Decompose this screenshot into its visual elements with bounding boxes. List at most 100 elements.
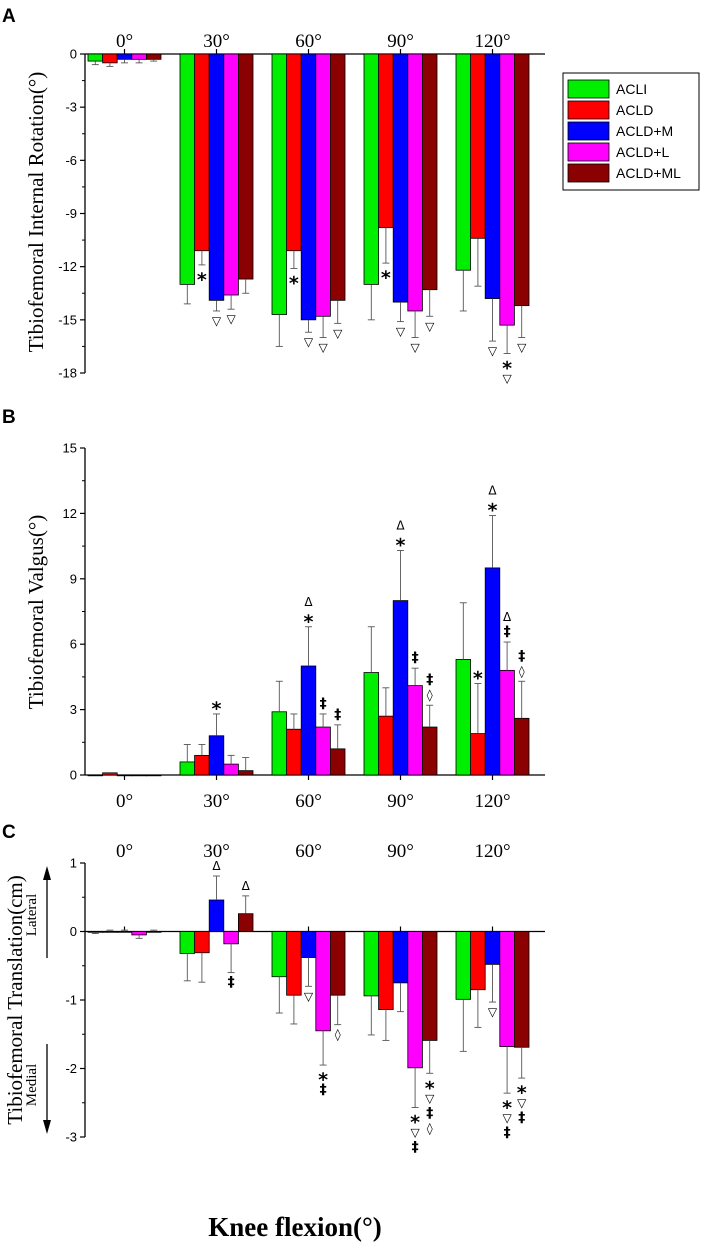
category-label: 120° xyxy=(474,31,510,52)
category-label: 120° xyxy=(474,841,510,862)
significance-marker: * xyxy=(318,1069,328,1091)
bar xyxy=(499,53,515,326)
y-tick-label: 0 xyxy=(70,924,77,939)
legend-swatch xyxy=(567,163,610,183)
significance-marker: ‡ xyxy=(426,672,433,688)
bar xyxy=(315,53,331,317)
significance-marker: ‡ xyxy=(504,1125,511,1141)
bar xyxy=(87,53,104,62)
bar xyxy=(286,728,302,776)
bar xyxy=(131,53,147,60)
significance-marker: * xyxy=(473,667,483,689)
bar xyxy=(223,763,239,776)
bar xyxy=(392,600,409,776)
significance-marker: ‡ xyxy=(518,648,525,664)
bar xyxy=(455,931,472,1000)
y-tick-label: 6 xyxy=(70,637,77,652)
significance-marker: * xyxy=(289,272,299,294)
bar xyxy=(315,931,331,1032)
bar xyxy=(470,931,486,991)
significance-marker: ▽ xyxy=(425,319,435,333)
y-tick-label: 3 xyxy=(70,702,77,717)
bar xyxy=(300,53,317,321)
category-label: 90° xyxy=(387,841,414,862)
bar xyxy=(499,931,515,1047)
bar xyxy=(286,931,302,996)
bar xyxy=(131,774,147,777)
y-axis-title: Tibiofemoral Translation(cm) xyxy=(3,875,27,1124)
legend-swatch xyxy=(567,121,610,141)
category-label: 0° xyxy=(116,841,133,862)
legend-label: ACLD+M xyxy=(616,123,673,139)
bar xyxy=(223,931,239,945)
bar xyxy=(392,931,409,984)
significance-marker: * xyxy=(425,1077,435,1099)
bar xyxy=(223,53,239,296)
significance-marker: ◊ xyxy=(427,1121,433,1135)
bar xyxy=(421,726,438,776)
y-tick-label: -2 xyxy=(65,1061,77,1076)
bar xyxy=(421,53,438,291)
medial-label: Medial xyxy=(24,1064,40,1107)
significance-marker: ‡ xyxy=(426,1105,433,1121)
significance-marker: ▽ xyxy=(502,1111,512,1125)
significance-marker: ▽ xyxy=(212,314,222,328)
bar xyxy=(363,53,380,285)
significance-marker: ‡ xyxy=(412,1140,419,1156)
significance-marker: ▽ xyxy=(425,1091,435,1105)
y-tick-label: 15 xyxy=(63,441,77,456)
significance-marker: * xyxy=(502,1097,512,1119)
panel-letter: C xyxy=(2,822,16,843)
bar xyxy=(194,53,210,252)
significance-marker: * xyxy=(410,1112,420,1134)
significance-marker: ▽ xyxy=(226,312,236,326)
bar xyxy=(514,53,530,307)
significance-marker: ▽ xyxy=(488,1005,498,1019)
bar xyxy=(116,774,133,777)
legend-label: ACLD+ML xyxy=(616,165,681,181)
category-label: 90° xyxy=(387,31,414,52)
significance-marker: ‡ xyxy=(320,1082,327,1098)
bar xyxy=(455,659,472,776)
legend-swatch xyxy=(567,100,610,120)
bar xyxy=(102,53,118,64)
panel-letter: A xyxy=(2,6,16,27)
category-label: 0° xyxy=(116,31,133,52)
bar xyxy=(237,913,254,932)
legend-label: ACLI xyxy=(616,81,647,97)
bar xyxy=(145,931,162,933)
bar xyxy=(329,931,346,996)
category-label: 90° xyxy=(387,791,414,812)
bar xyxy=(421,931,438,1041)
bar xyxy=(208,53,225,301)
bar xyxy=(300,665,317,776)
bar xyxy=(407,685,423,776)
bar xyxy=(499,669,515,776)
bar xyxy=(378,53,394,229)
significance-marker: * xyxy=(517,1082,527,1104)
bar xyxy=(179,53,196,285)
bar xyxy=(208,735,225,776)
significance-marker: ▽ xyxy=(517,1096,527,1110)
y-tick-label: 0 xyxy=(70,47,77,62)
medial-arrow-head xyxy=(43,1120,51,1134)
significance-marker: ‡ xyxy=(334,707,341,723)
bar xyxy=(179,761,196,776)
significance-marker: ‡ xyxy=(228,975,235,991)
significance-marker: ‡ xyxy=(504,624,511,640)
bar xyxy=(363,931,380,997)
bar xyxy=(514,717,530,776)
y-tick-label: -1 xyxy=(65,993,77,1008)
panel-a: A-18-15-12-9-6-300° 30° 60° 90° 120°*▽ ▽*▽ ▽▽*… xyxy=(2,6,545,386)
category-label: 60° xyxy=(295,841,322,862)
significance-marker: ◊ xyxy=(335,1028,341,1042)
significance-marker: Δ xyxy=(212,859,221,873)
y-tick-label: -3 xyxy=(65,1130,77,1145)
significance-marker: Δ xyxy=(304,595,313,609)
significance-marker: ▽ xyxy=(488,344,498,358)
bar xyxy=(378,715,394,776)
lateral-label: Lateral xyxy=(24,894,40,936)
